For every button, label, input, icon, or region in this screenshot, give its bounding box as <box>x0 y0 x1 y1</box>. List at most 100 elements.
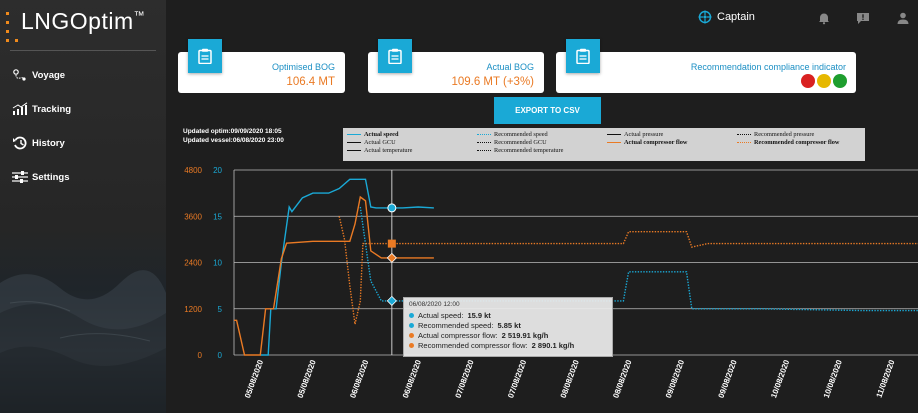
sidebar-divider <box>10 50 156 51</box>
tooltip-dot <box>409 312 414 318</box>
y-left-tick-label: 0 <box>198 351 203 360</box>
x-tick-label: 05/08/2020 <box>296 358 318 399</box>
sidebar-item-label: Settings <box>32 171 70 183</box>
legend-label: Recommended GCU <box>494 139 547 146</box>
legend-item[interactable]: Recommended GCU <box>477 139 547 146</box>
x-tick-label: 09/08/2020 <box>717 358 739 399</box>
bell-icon[interactable] <box>817 11 831 25</box>
legend-item[interactable]: Recommended speed <box>477 131 548 138</box>
tooltip-value: 2 519.91 kg/h <box>501 330 549 340</box>
clipboard-icon <box>566 39 600 73</box>
sidebar-item-history[interactable]: History <box>12 136 65 150</box>
legend-label: Actual temperature <box>364 147 413 154</box>
sidebar-item-label: History <box>32 137 65 149</box>
card-label: Recommendation compliance indicator <box>690 62 846 72</box>
sidebar-item-voyage[interactable]: Voyage <box>12 68 65 82</box>
legend-label: Actual pressure <box>624 131 664 138</box>
y-right-tick-label: 15 <box>213 212 222 221</box>
legend-swatch <box>477 150 491 151</box>
legend-swatch <box>607 134 621 135</box>
tooltip-dot <box>409 342 414 348</box>
series-line-recommended-speed <box>359 206 918 312</box>
x-tick-label: 07/08/2020 <box>506 358 528 399</box>
traffic-light-indicator <box>801 74 847 88</box>
sidebar: LNGOptim™ Voyage Tracking History Settin… <box>0 0 166 413</box>
route-icon <box>13 69 26 81</box>
series-line-actual-compressor-flow <box>234 195 434 356</box>
hover-marker <box>387 239 396 248</box>
card-label: Optimised BOG <box>271 62 335 72</box>
legend-swatch <box>347 150 361 151</box>
tooltip-dot <box>409 332 414 338</box>
legend-label: Actual GCU <box>364 139 396 146</box>
steering-wheel-icon <box>698 10 712 24</box>
tooltip-row: Recommended compressor flow: 2 890.1 kg/h <box>409 340 607 350</box>
card-value: 106.4 MT <box>286 76 335 88</box>
x-tick-label: 09/08/2020 <box>664 358 686 399</box>
logo-text: LNGOptim™ <box>21 8 146 34</box>
legend-item[interactable]: Actual temperature <box>347 147 412 154</box>
time-series-chart[interactable]: 0 0 1200 5 2400 10 3600 15 4800 20 05/08/2020 05/08… <box>166 160 918 413</box>
sliders-icon <box>12 171 28 183</box>
sidebar-item-tracking[interactable]: Tracking <box>12 102 71 116</box>
sea-background-image <box>0 270 166 413</box>
actual-bog-card: Actual BOG 109.6 MT (+3%) <box>368 39 544 93</box>
chart-bars-icon <box>12 102 28 115</box>
legend-label: Recommended speed <box>494 131 548 138</box>
legend-label: Recommended temperature <box>494 147 564 154</box>
green-indicator <box>833 74 847 88</box>
logo-mark-icon <box>6 12 20 42</box>
legend-item[interactable]: Actual GCU <box>347 139 396 146</box>
clipboard-icon <box>188 39 222 73</box>
x-tick-label: 11/08/2020 <box>875 358 897 399</box>
tooltip-row: Recommended speed: 5.85 kt <box>409 320 607 330</box>
updated-optim: Updated optim:09/09/2020 18:05 <box>183 128 282 135</box>
legend-item[interactable]: Recommended temperature <box>477 147 563 154</box>
y-left-tick-label: 1200 <box>184 305 202 314</box>
y-right-tick-label: 0 <box>218 351 223 360</box>
y-right-tick-label: 20 <box>213 166 222 175</box>
x-tick-label: 07/08/2020 <box>453 358 475 399</box>
legend-item[interactable]: Recommended pressure <box>737 131 814 138</box>
tooltip-value: 2 890.1 kg/h <box>531 340 575 350</box>
legend-label: Actual compressor flow <box>624 139 688 146</box>
top-bar: Captain <box>166 0 918 38</box>
optimised-bog-card: Optimised BOG 106.4 MT <box>178 39 345 93</box>
tooltip-row: Actual compressor flow: 2 519.91 kg/h <box>409 330 607 340</box>
x-tick-label: 10/08/2020 <box>822 358 844 399</box>
legend-label: Recommended pressure <box>754 131 815 138</box>
legend-swatch <box>607 142 621 143</box>
card-value: 109.6 MT (+3%) <box>451 76 534 88</box>
logo[interactable]: LNGOptim™ <box>6 6 166 42</box>
red-indicator <box>801 74 815 88</box>
user-role[interactable]: Captain <box>698 10 755 24</box>
tooltip-label: Recommended compressor flow: <box>418 340 528 350</box>
x-tick-label: 06/08/2020 <box>348 358 370 399</box>
tooltip-value: 15.9 kt <box>467 310 491 320</box>
legend-item[interactable]: Recommended compressor flow <box>737 139 839 146</box>
user-icon[interactable] <box>896 11 910 25</box>
message-icon[interactable] <box>856 11 870 25</box>
sidebar-item-settings[interactable]: Settings <box>12 170 69 184</box>
legend-label: Recommended compressor flow <box>754 139 840 146</box>
y-left-tick-label: 2400 <box>184 259 202 268</box>
legend-label: Actual speed <box>364 131 399 138</box>
tooltip-label: Actual compressor flow: <box>418 330 498 340</box>
history-icon <box>13 136 27 150</box>
export-csv-button[interactable]: EXPORT TO CSV <box>494 97 601 124</box>
x-tick-label: 10/08/2020 <box>769 358 791 399</box>
sidebar-item-label: Voyage <box>32 69 66 81</box>
legend-item[interactable]: Actual pressure <box>607 131 663 138</box>
legend-swatch <box>347 142 361 143</box>
chart-legend: Actual speed Recommended speed Actual pres… <box>343 128 865 161</box>
x-tick-label: 05/08/2020 <box>243 358 265 399</box>
tooltip-value: 5.85 kt <box>497 320 521 330</box>
legend-swatch <box>477 142 491 143</box>
y-right-tick-label: 10 <box>213 259 222 268</box>
compliance-indicator-card: Recommendation compliance indicator <box>556 39 856 93</box>
legend-item[interactable]: Actual speed <box>347 131 398 138</box>
legend-item[interactable]: Actual compressor flow <box>607 139 687 146</box>
tooltip-dot <box>409 322 414 328</box>
legend-swatch <box>737 134 751 135</box>
